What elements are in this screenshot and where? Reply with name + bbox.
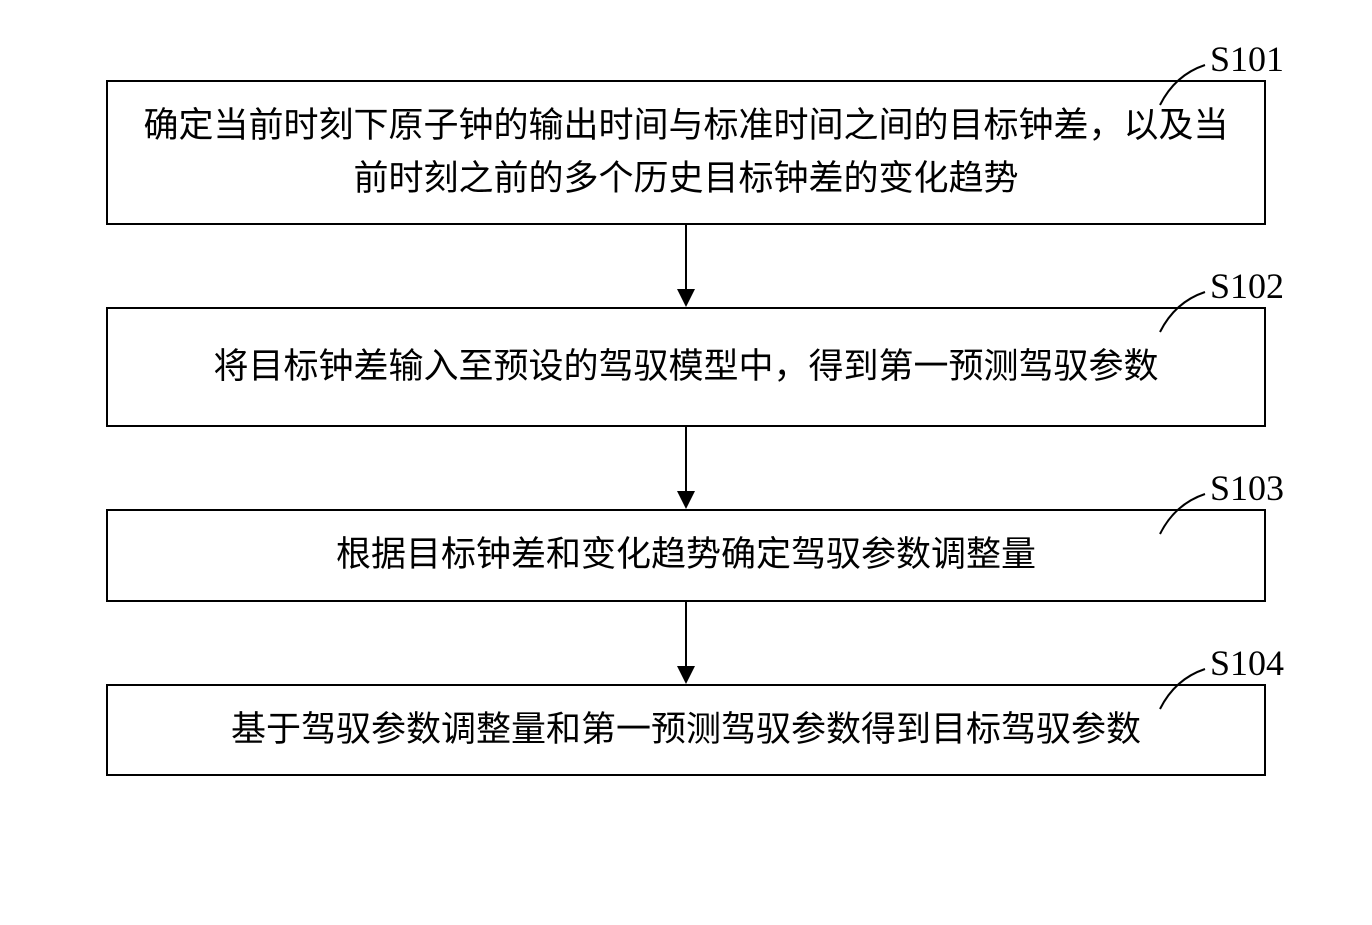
step-label-text-1: S101 — [1210, 39, 1284, 79]
step-label-1: S101 — [1210, 32, 1284, 86]
arrow-head-icon — [677, 491, 695, 509]
step-box-2: 将目标钟差输入至预设的驾驭模型中，得到第一预测驾驭参数 S102 — [106, 307, 1266, 427]
flowchart-container: 确定当前时刻下原子钟的输出时间与标准时间之间的目标钟差，以及当前时刻之前的多个历… — [60, 30, 1312, 776]
step-label-text-3: S103 — [1210, 468, 1284, 508]
step-label-text-4: S104 — [1210, 643, 1284, 683]
step-text-1: 确定当前时刻下原子钟的输出时间与标准时间之间的目标钟差，以及当前时刻之前的多个历… — [132, 100, 1240, 205]
label-curve-icon — [1155, 489, 1215, 539]
label-curve-icon — [1155, 287, 1215, 337]
step-text-2: 将目标钟差输入至预设的驾驭模型中，得到第一预测驾驭参数 — [213, 341, 1158, 394]
arrow-line-icon — [685, 427, 687, 493]
arrow-line-icon — [685, 602, 687, 668]
step-container-2: 将目标钟差输入至预设的驾驭模型中，得到第一预测驾驭参数 S102 — [60, 307, 1312, 427]
step-box-1: 确定当前时刻下原子钟的输出时间与标准时间之间的目标钟差，以及当前时刻之前的多个历… — [106, 80, 1266, 225]
arrow-head-icon — [677, 289, 695, 307]
label-curve-icon — [1155, 664, 1215, 714]
arrow-2 — [60, 427, 1312, 509]
step-box-3: 根据目标钟差和变化趋势确定驾驭参数调整量 S103 — [106, 509, 1266, 602]
step-label-4: S104 — [1210, 636, 1284, 690]
step-text-4: 基于驾驭参数调整量和第一预测驾驭参数得到目标驾驭参数 — [231, 704, 1141, 757]
arrow-line-icon — [685, 225, 687, 291]
step-label-text-2: S102 — [1210, 266, 1284, 306]
arrow-1 — [60, 225, 1312, 307]
step-container-3: 根据目标钟差和变化趋势确定驾驭参数调整量 S103 — [60, 509, 1312, 602]
step-container-4: 基于驾驭参数调整量和第一预测驾驭参数得到目标驾驭参数 S104 — [60, 684, 1312, 777]
step-label-3: S103 — [1210, 461, 1284, 515]
step-text-3: 根据目标钟差和变化趋势确定驾驭参数调整量 — [336, 529, 1036, 582]
label-curve-icon — [1155, 60, 1215, 110]
arrow-head-icon — [677, 666, 695, 684]
arrow-3 — [60, 602, 1312, 684]
step-box-4: 基于驾驭参数调整量和第一预测驾驭参数得到目标驾驭参数 S104 — [106, 684, 1266, 777]
step-label-2: S102 — [1210, 259, 1284, 313]
step-container-1: 确定当前时刻下原子钟的输出时间与标准时间之间的目标钟差，以及当前时刻之前的多个历… — [60, 80, 1312, 225]
